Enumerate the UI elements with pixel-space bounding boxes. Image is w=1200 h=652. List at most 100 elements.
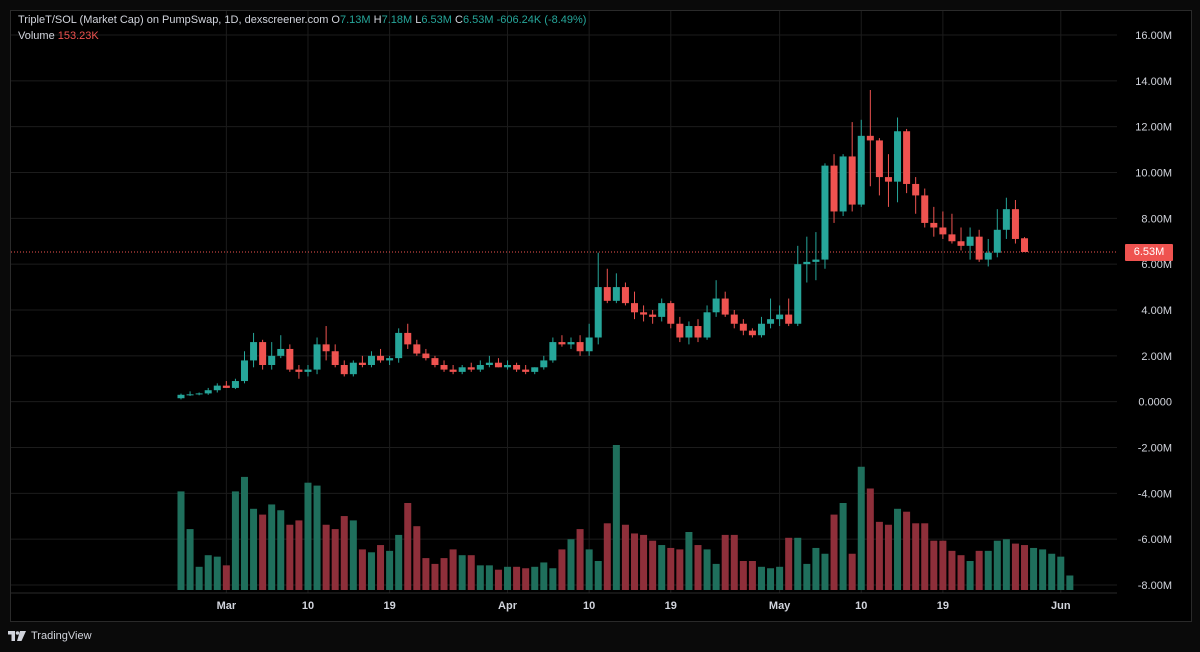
candle-body bbox=[286, 348, 294, 370]
x-axis-tick-label: 10 bbox=[583, 600, 595, 612]
candle-body bbox=[921, 195, 929, 223]
candle-body bbox=[667, 303, 675, 324]
volume-bar bbox=[431, 563, 439, 590]
x-axis-tick-label: 10 bbox=[302, 600, 314, 612]
volume-bar bbox=[340, 516, 348, 590]
candle-body bbox=[576, 342, 584, 352]
volume-bar bbox=[830, 514, 838, 590]
volume-bar bbox=[912, 523, 920, 590]
branding-text: TradingView bbox=[31, 630, 92, 642]
x-axis-tick-label: May bbox=[769, 600, 791, 612]
volume-bar bbox=[204, 555, 212, 590]
volume-bar bbox=[957, 555, 965, 590]
volume-bar bbox=[177, 491, 185, 590]
volume-bar bbox=[576, 529, 584, 590]
volume-value: 153.23K bbox=[57, 30, 99, 42]
volume-bar bbox=[295, 520, 303, 590]
volume-bar bbox=[277, 510, 285, 590]
open-value: 7.13M bbox=[339, 14, 371, 26]
volume-bar bbox=[240, 476, 248, 590]
low-label: L bbox=[415, 14, 422, 26]
open-label: O bbox=[331, 14, 340, 26]
volume-bar bbox=[395, 534, 403, 590]
candle-body bbox=[413, 344, 421, 354]
y-axis-tick-label: 14.00M bbox=[1135, 76, 1172, 88]
candle-body bbox=[367, 355, 375, 365]
candle-body bbox=[322, 344, 330, 352]
volume-bar bbox=[866, 488, 874, 590]
candle-body bbox=[240, 360, 248, 382]
candle-body bbox=[821, 165, 829, 260]
volume-bar bbox=[222, 565, 230, 590]
candle-body bbox=[222, 385, 230, 388]
volume-bar bbox=[767, 568, 775, 590]
volume-bar bbox=[1011, 543, 1019, 590]
tradingview-logo-icon bbox=[8, 631, 26, 641]
volume-bar bbox=[640, 534, 648, 590]
candle-body bbox=[785, 314, 793, 324]
candle-body bbox=[259, 342, 267, 365]
volume-bar bbox=[649, 540, 657, 590]
candle-body bbox=[250, 342, 258, 361]
candle-body bbox=[386, 358, 394, 361]
candle-body bbox=[767, 319, 775, 324]
volume-bar bbox=[1039, 549, 1047, 590]
volume-bar bbox=[413, 526, 421, 590]
candle-body bbox=[712, 298, 720, 313]
volume-bar bbox=[304, 482, 312, 590]
y-axis-tick-label: 4.00M bbox=[1141, 305, 1172, 317]
candle-body bbox=[377, 355, 385, 361]
volume-bar bbox=[676, 549, 684, 590]
volume-bar bbox=[694, 545, 702, 590]
close-value: 6.53M bbox=[462, 14, 494, 26]
volume-bar bbox=[513, 566, 521, 590]
volume-bar bbox=[984, 550, 992, 590]
candle-body bbox=[812, 259, 820, 262]
candle-body bbox=[912, 183, 920, 196]
x-axis-tick-label: Apr bbox=[498, 600, 518, 612]
candle-body bbox=[277, 348, 285, 356]
volume-bar bbox=[286, 524, 294, 590]
candle-body bbox=[649, 314, 657, 317]
volume-bar bbox=[231, 491, 239, 590]
volume-bar bbox=[386, 550, 394, 590]
candle-body bbox=[966, 236, 974, 246]
volume-bar bbox=[839, 503, 847, 590]
candle-body bbox=[603, 287, 611, 301]
volume-bar bbox=[794, 537, 802, 590]
candle-body bbox=[513, 365, 521, 370]
y-axis-tick-label: 16.00M bbox=[1135, 30, 1172, 42]
volume-legend: Volume 153.23K bbox=[18, 30, 99, 42]
candle-body bbox=[848, 156, 856, 205]
volume-bar bbox=[785, 537, 793, 590]
volume-bar bbox=[757, 566, 765, 590]
candle-body bbox=[948, 234, 956, 242]
candle-body bbox=[585, 337, 593, 352]
volume-bar bbox=[776, 566, 784, 590]
tradingview-branding[interactable]: TradingView bbox=[8, 627, 92, 645]
volume-bar bbox=[404, 503, 412, 590]
candle-body bbox=[458, 367, 466, 372]
volume-bar bbox=[1066, 575, 1074, 590]
x-axis-tick-label: 10 bbox=[855, 600, 867, 612]
y-axis-tick-label: -6.00M bbox=[1138, 534, 1172, 546]
candle-body bbox=[504, 365, 512, 368]
x-axis-tick-label: 19 bbox=[383, 600, 395, 612]
candle-body bbox=[540, 360, 548, 368]
volume-bar bbox=[857, 466, 865, 590]
volume-bar bbox=[322, 524, 330, 590]
candle-body bbox=[685, 326, 693, 338]
volume-bar bbox=[313, 485, 321, 590]
high-label: H bbox=[373, 14, 382, 26]
candle-body bbox=[631, 303, 638, 313]
volume-bar bbox=[449, 549, 457, 590]
candle-body bbox=[984, 252, 992, 260]
volume-bar bbox=[567, 539, 575, 590]
volume-bar bbox=[894, 508, 902, 590]
change-value: -606.24K (-8.49%) bbox=[496, 14, 587, 26]
x-axis-tick-label: 19 bbox=[937, 600, 949, 612]
candle-body bbox=[993, 229, 1001, 253]
volume-bar bbox=[812, 547, 820, 590]
volume-bar bbox=[658, 545, 666, 590]
